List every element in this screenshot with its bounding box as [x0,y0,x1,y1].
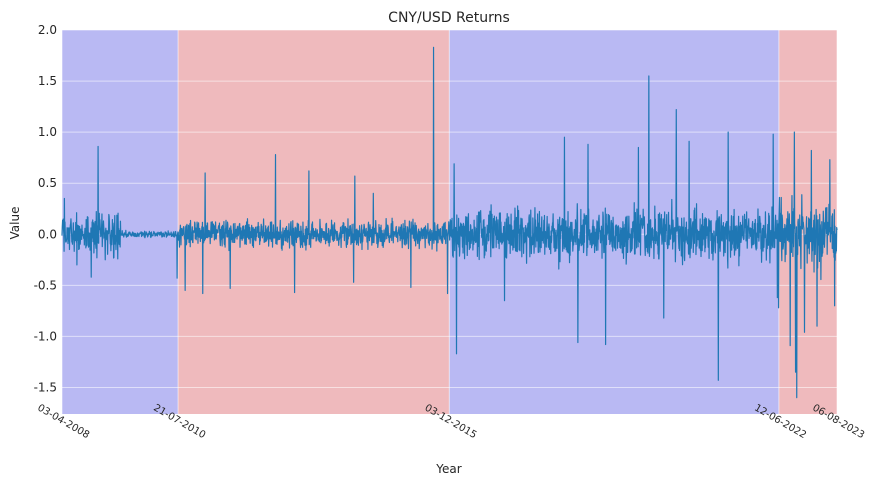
y-tick-label: 2.0 [38,23,57,37]
x-axis-label: Year [435,462,461,476]
y-tick-label: -1.0 [34,329,57,343]
regime-band [449,30,779,414]
y-tick-label: 1.0 [38,125,57,139]
regime-band [178,30,450,414]
y-tick-label: 0.0 [38,227,57,241]
y-tick-labels: -1.5 -1.0 -0.5 0.0 0.5 1.0 1.5 2.0 [34,23,57,394]
y-tick-label: 0.5 [38,176,57,190]
series-path [61,46,838,399]
y-tick-label: 1.5 [38,74,57,88]
y-axis-label: Value [8,207,22,240]
x-tick-label: 06-08-2023 [810,403,866,442]
chart-title: CNY/USD Returns [388,10,510,26]
series-line [61,46,838,399]
y-tick-label: -1.5 [34,380,57,394]
grid-lines [61,29,838,414]
y-tick-label: -0.5 [34,278,57,292]
regime-bands [62,30,837,414]
